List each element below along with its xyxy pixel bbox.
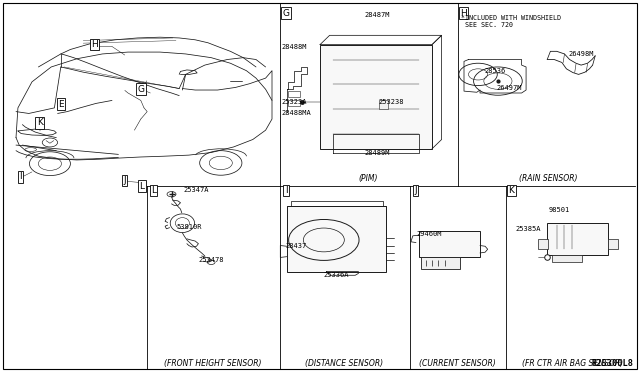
Text: (CURRENT SENSOR): (CURRENT SENSOR) — [419, 359, 496, 368]
Text: 253238: 253238 — [379, 99, 404, 105]
Text: 28487M: 28487M — [365, 12, 390, 18]
Bar — [421, 257, 460, 269]
Text: 28488MA: 28488MA — [282, 110, 311, 116]
Text: (RAIN SENSOR): (RAIN SENSOR) — [519, 174, 578, 183]
Text: 26497M: 26497M — [496, 85, 522, 91]
Text: 25385A: 25385A — [516, 226, 541, 232]
Bar — [608, 239, 618, 249]
Text: H: H — [92, 40, 98, 49]
Bar — [552, 255, 582, 262]
Text: 25347A: 25347A — [183, 187, 209, 193]
Text: J: J — [414, 186, 417, 195]
Text: *INCLUDED WITH WINDSHIELD
 SEE SEC. 720: *INCLUDED WITH WINDSHIELD SEE SEC. 720 — [461, 15, 561, 28]
Text: (DISTANCE SENSOR): (DISTANCE SENSOR) — [305, 359, 383, 368]
Text: H: H — [460, 9, 467, 17]
Text: G: G — [138, 85, 144, 94]
Text: (FR CTR AIR BAG SENSOR): (FR CTR AIR BAG SENSOR) — [522, 359, 623, 368]
Text: 98501: 98501 — [549, 207, 570, 213]
Bar — [320, 45, 432, 149]
Bar — [379, 100, 388, 109]
Text: R25300L8: R25300L8 — [591, 359, 634, 368]
Bar — [288, 91, 300, 97]
Bar — [288, 100, 300, 106]
Text: 29460M: 29460M — [416, 231, 442, 237]
Text: 28437: 28437 — [285, 243, 307, 248]
Text: 25336A: 25336A — [324, 272, 349, 278]
Text: E: E — [58, 100, 63, 109]
Bar — [547, 223, 608, 255]
Bar — [287, 206, 386, 272]
Text: 28536: 28536 — [484, 68, 506, 74]
Text: 28489M: 28489M — [365, 150, 390, 155]
Bar — [419, 231, 480, 257]
Text: K: K — [36, 118, 43, 127]
Text: 253478: 253478 — [198, 257, 224, 263]
Text: 25323A: 25323A — [282, 99, 307, 105]
Text: I: I — [285, 186, 287, 195]
Bar — [538, 239, 548, 249]
Text: G: G — [283, 9, 289, 17]
Text: 28488M: 28488M — [282, 44, 307, 49]
Text: 26498M: 26498M — [568, 51, 594, 57]
Text: (PIM): (PIM) — [359, 174, 378, 183]
Text: 53810R: 53810R — [176, 224, 202, 230]
Text: L: L — [140, 182, 145, 190]
Text: (FRONT HEIGHT SENSOR): (FRONT HEIGHT SENSOR) — [164, 359, 262, 368]
Text: J: J — [124, 176, 126, 185]
Text: L: L — [151, 186, 156, 195]
Text: K: K — [508, 186, 515, 195]
Text: I: I — [19, 172, 22, 181]
